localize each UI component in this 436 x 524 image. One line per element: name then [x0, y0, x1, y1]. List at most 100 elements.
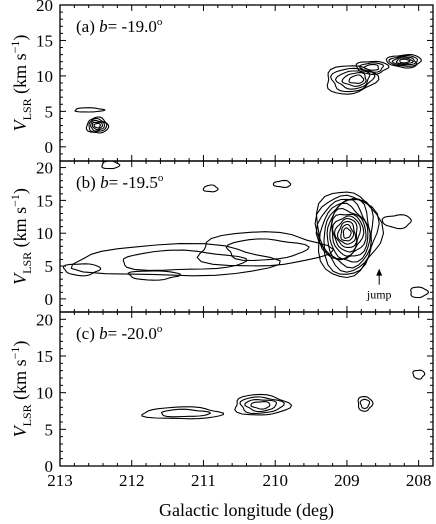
y-axis-title: VLSR (km s−1)	[8, 35, 34, 132]
panel-letter: (c)	[76, 324, 99, 343]
y-tick-label: 0	[45, 290, 54, 309]
contour-line	[234, 393, 293, 416]
panel-c: 0 5 10 15 20 (c) b= -20.0o VLSR (km s−1)	[8, 310, 434, 476]
degree-symbol: o	[157, 323, 163, 335]
latitude-symbol: b	[99, 324, 108, 343]
y-title-exp: −1	[8, 347, 22, 360]
contour-line	[272, 179, 292, 188]
contour-line	[355, 60, 390, 75]
latitude-value: = -19.5	[109, 173, 158, 192]
contour-line	[326, 202, 369, 261]
contour-line	[122, 249, 248, 271]
latitude-symbol: b	[100, 173, 109, 192]
x-tick-label: 209	[334, 471, 360, 490]
y-title-exp: −1	[8, 41, 22, 54]
contour-line	[385, 53, 422, 69]
y-tick-label: 15	[36, 347, 53, 366]
contour-line	[244, 399, 277, 413]
contour-line	[363, 63, 380, 71]
contour-group	[141, 369, 426, 420]
contour-line	[333, 217, 358, 248]
contour-line	[318, 197, 372, 269]
y-tick-label: 5	[45, 257, 54, 276]
contour-line	[91, 121, 104, 131]
y-title-sub: LSR	[20, 98, 34, 120]
y-tick-label: 15	[36, 31, 53, 50]
contour-line	[395, 57, 414, 65]
contour-line	[348, 74, 365, 84]
y-tick-label: 15	[36, 191, 53, 210]
y-tick-label: 20	[36, 310, 53, 329]
contour-line	[323, 199, 371, 263]
x-tick-label: 211	[191, 471, 216, 490]
y-title-sub: LSR	[20, 252, 34, 274]
y-title-unit: (km s	[10, 359, 31, 404]
contour-line	[90, 119, 105, 132]
contour-line	[359, 398, 371, 409]
contour-line	[342, 227, 352, 239]
contour-line	[334, 70, 371, 90]
contour-line	[412, 369, 426, 380]
x-tick-label: 213	[47, 471, 73, 490]
y-title-sub: LSR	[20, 404, 34, 426]
panel-letter: (b)	[76, 173, 100, 192]
contour-line	[341, 72, 367, 87]
panel-a: 0 5 10 15 20 (a) b= -19.0o VLSR (km s−1)	[8, 0, 434, 162]
contour-line	[202, 184, 219, 193]
y-title-unit: (km s	[10, 53, 31, 98]
latitude-value: = -20.0	[108, 324, 157, 343]
x-tick-label: 208	[406, 471, 432, 490]
contour-line	[388, 54, 419, 67]
contour-line	[336, 221, 357, 245]
y-tick-label: 5	[45, 420, 54, 439]
panel-letter: (a)	[76, 17, 99, 36]
y-title-main: V	[10, 272, 30, 285]
contour-line	[391, 56, 417, 66]
contour-line	[93, 122, 101, 129]
contour-line	[329, 207, 367, 260]
panel-label: (a) b= -19.0o	[76, 16, 163, 36]
contour-line	[74, 107, 106, 113]
panel-label: (b) b= -19.5o	[76, 172, 164, 192]
jump-annotation: jump	[366, 288, 392, 302]
contour-line	[70, 243, 281, 277]
degree-symbol: o	[158, 172, 164, 184]
x-axis-title: Galactic longitude (deg)	[159, 500, 334, 521]
contour-line	[331, 215, 362, 253]
contour-line	[62, 263, 102, 277]
y-tick-label: 10	[36, 224, 53, 243]
contour-line	[381, 214, 412, 230]
y-title-main: V	[10, 424, 30, 437]
y-title-main: V	[10, 118, 30, 131]
y-axis-title: VLSR (km s−1)	[8, 188, 34, 285]
contour-line	[331, 213, 365, 257]
contour-line	[196, 231, 335, 267]
y-tick-label: 20	[36, 0, 53, 15]
y-title-unit: (km s	[10, 207, 31, 252]
y-title-close: )	[10, 341, 31, 347]
contour-line	[225, 238, 310, 262]
contour-line	[239, 396, 285, 415]
panel-b: 0 5 10 15 20 (b) b= -19.5o VLSR (km s−1) jump	[8, 159, 434, 313]
contour-line	[340, 223, 355, 242]
panel-label: (c) b= -20.0o	[76, 323, 163, 343]
contour-line	[141, 406, 224, 420]
jump-arrow-head	[376, 268, 383, 276]
latitude-value: = -19.0	[108, 17, 157, 36]
contour-line	[358, 62, 384, 73]
x-tick-label: 212	[119, 471, 145, 490]
degree-symbol: o	[157, 16, 163, 28]
latitude-symbol: b	[99, 17, 108, 36]
y-tick-label: 0	[45, 457, 54, 476]
y-axis-title: VLSR (km s−1)	[8, 341, 34, 438]
y-tick-label: 5	[45, 102, 54, 121]
contour-line	[127, 270, 182, 281]
y-title-exp: −1	[8, 194, 22, 207]
y-title-close: )	[10, 35, 31, 41]
y-tick-label: 10	[36, 67, 53, 86]
y-tick-label: 10	[36, 384, 53, 403]
contour-line	[399, 58, 411, 64]
contour-line	[357, 396, 374, 412]
contour-line	[161, 408, 212, 418]
